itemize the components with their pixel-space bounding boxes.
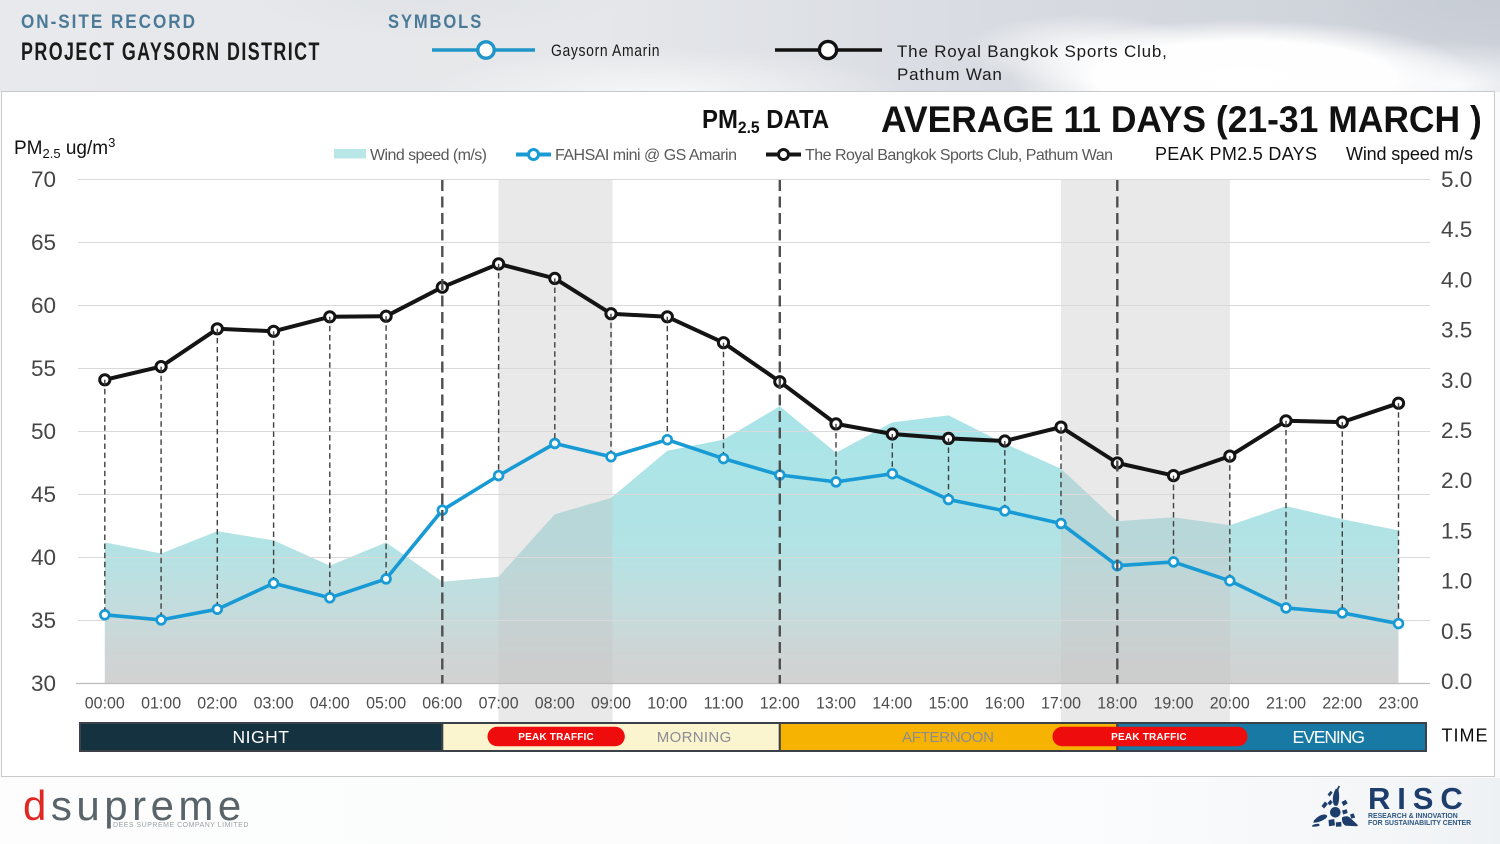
svg-text:35: 35 — [31, 608, 56, 633]
svg-text:15:00: 15:00 — [929, 694, 969, 713]
svg-text:16:00: 16:00 — [985, 694, 1025, 713]
svg-text:AFTERNOON: AFTERNOON — [902, 729, 994, 746]
svg-text:EVENING: EVENING — [1292, 727, 1365, 747]
svg-text:05:00: 05:00 — [366, 694, 406, 713]
svg-text:08:00: 08:00 — [535, 694, 575, 713]
svg-text:01:00: 01:00 — [141, 694, 181, 713]
svg-text:10:00: 10:00 — [647, 694, 687, 713]
svg-text:07:00: 07:00 — [479, 694, 519, 713]
svg-text:3.5: 3.5 — [1441, 318, 1472, 343]
svg-text:06:00: 06:00 — [422, 694, 462, 713]
svg-text:0.0: 0.0 — [1441, 669, 1472, 694]
svg-text:18:00: 18:00 — [1097, 694, 1137, 713]
svg-text:3.0: 3.0 — [1441, 368, 1472, 393]
svg-text:12:00: 12:00 — [760, 694, 800, 713]
svg-text:55: 55 — [31, 356, 56, 381]
svg-text:5.0: 5.0 — [1441, 167, 1472, 192]
svg-text:02:00: 02:00 — [197, 694, 237, 713]
svg-text:Wind speed (m/s): Wind speed (m/s) — [370, 147, 487, 164]
svg-text:50: 50 — [31, 419, 56, 444]
svg-text:00:00: 00:00 — [85, 694, 125, 713]
svg-text:19:00: 19:00 — [1154, 694, 1194, 713]
svg-text:4.0: 4.0 — [1441, 267, 1472, 292]
svg-text:2.0: 2.0 — [1441, 468, 1472, 493]
svg-text:22:00: 22:00 — [1322, 694, 1362, 713]
svg-text:PEAK PM2.5 DAYS: PEAK PM2.5 DAYS — [1155, 144, 1317, 164]
svg-text:30: 30 — [31, 671, 56, 696]
svg-text:0.5: 0.5 — [1441, 619, 1472, 644]
svg-text:70: 70 — [31, 167, 56, 192]
svg-text:21:00: 21:00 — [1266, 694, 1306, 713]
svg-text:1.5: 1.5 — [1441, 518, 1472, 543]
svg-text:40: 40 — [31, 545, 56, 570]
svg-text:65: 65 — [31, 230, 56, 255]
svg-text:PEAK TRAFFIC: PEAK TRAFFIC — [1111, 732, 1187, 743]
svg-text:09:00: 09:00 — [591, 694, 631, 713]
svg-text:11:00: 11:00 — [704, 694, 744, 713]
svg-text:PEAK TRAFFIC: PEAK TRAFFIC — [518, 732, 594, 743]
svg-text:4.5: 4.5 — [1441, 217, 1472, 242]
svg-text:1.0: 1.0 — [1441, 569, 1472, 594]
svg-text:Wind speed m/s: Wind speed m/s — [1346, 144, 1473, 164]
svg-text:TIME: TIME — [1442, 726, 1489, 746]
svg-text:14:00: 14:00 — [872, 694, 912, 713]
svg-text:17:00: 17:00 — [1041, 694, 1081, 713]
svg-text:13:00: 13:00 — [816, 694, 856, 713]
svg-text:45: 45 — [31, 482, 56, 507]
svg-text:20:00: 20:00 — [1210, 694, 1250, 713]
svg-text:FAHSAI mini @ GS Amarin: FAHSAI mini @ GS Amarin — [555, 147, 737, 164]
svg-text:MORNING: MORNING — [657, 729, 732, 746]
svg-text:03:00: 03:00 — [254, 694, 294, 713]
svg-text:60: 60 — [31, 293, 56, 318]
svg-text:04:00: 04:00 — [310, 694, 350, 713]
svg-text:The Royal Bangkok Sports Club,: The Royal Bangkok Sports Club, Pathum Wa… — [805, 147, 1113, 164]
svg-text:NIGHT: NIGHT — [233, 727, 290, 747]
svg-text:2.5: 2.5 — [1441, 418, 1472, 443]
svg-text:23:00: 23:00 — [1379, 694, 1419, 713]
